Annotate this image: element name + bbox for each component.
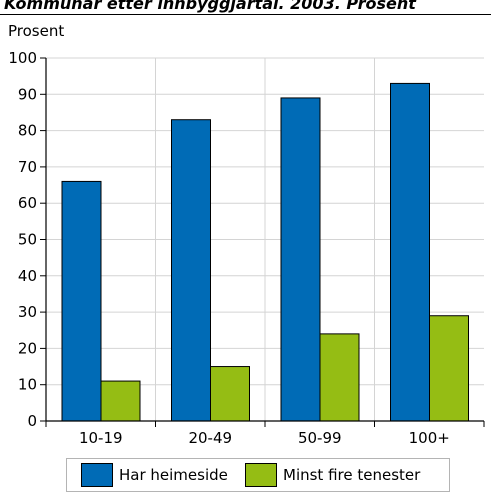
bar-chart: 0 10 20 30 40 50 60 70 80 90 100 10-19 20-49 50-99 100…	[8, 49, 485, 447]
title-divider	[0, 14, 491, 15]
bar-har-heimeside	[390, 82, 430, 422]
x-tick-label: 20-49	[188, 429, 232, 447]
legend: Har heimeside Minst fire tenester	[66, 458, 450, 492]
y-tick-label: 30	[18, 303, 37, 321]
y-tick-label: 60	[18, 194, 37, 212]
y-tick-label: 10	[18, 376, 37, 394]
y-tick-label: 70	[18, 158, 37, 176]
y-tick-label: 100	[8, 49, 37, 67]
y-tick-label: 20	[18, 339, 37, 357]
y-axis-label: Prosent	[8, 22, 65, 40]
y-tick-label: 0	[27, 412, 37, 430]
legend-swatch-blue	[81, 463, 113, 487]
legend-item-minst-fire-tenester: Minst fire tenester	[245, 463, 420, 487]
x-tick-label: 10-19	[79, 429, 123, 447]
legend-swatch-green	[245, 463, 277, 487]
y-tick-label: 40	[18, 267, 37, 285]
bar-minst-fire-tenester	[100, 380, 141, 422]
chart-title: Kommunar etter innbyggjartal. 2003. Pros…	[4, 0, 416, 13]
x-tick-label: 50-99	[298, 429, 342, 447]
legend-item-har-heimeside: Har heimeside	[81, 463, 228, 487]
bar-minst-fire-tenester	[319, 333, 360, 422]
bar-minst-fire-tenester	[429, 315, 469, 422]
x-tick-label: 100+	[409, 429, 450, 447]
bar-har-heimeside	[280, 97, 321, 422]
y-tick-label: 50	[18, 231, 37, 249]
bar-har-heimeside	[61, 180, 102, 422]
y-tick-label: 80	[18, 122, 37, 140]
legend-label: Har heimeside	[119, 466, 228, 484]
legend-label: Minst fire tenester	[283, 466, 421, 484]
y-tick-label: 90	[18, 85, 37, 103]
bar-minst-fire-tenester	[210, 366, 250, 422]
bar-har-heimeside	[171, 119, 211, 422]
